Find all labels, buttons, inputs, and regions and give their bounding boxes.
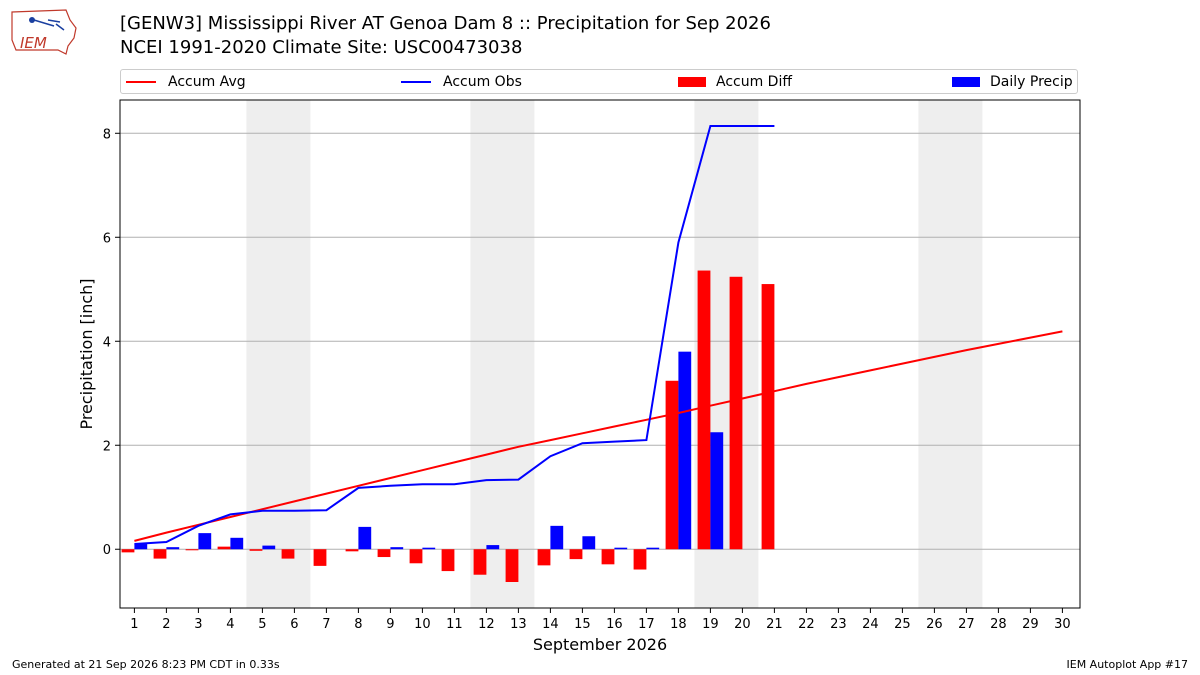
x-tick-label-11: 11: [446, 617, 463, 632]
accum-diff-bar-day-6: [281, 549, 295, 559]
accum-diff-bar-day-16: [601, 549, 615, 565]
x-tick-label-28: 28: [990, 617, 1007, 632]
logo-text: IEM: [20, 34, 47, 52]
accum-diff-bar-day-1: [121, 549, 135, 553]
legend-label-accum-obs: Accum Obs: [443, 74, 522, 90]
accum-diff-bar-day-11: [441, 549, 455, 572]
footer-app-text: IEM Autoplot App #17: [1066, 658, 1189, 671]
legend-swatch-accum-diff: [678, 77, 706, 87]
x-tick-label-25: 25: [894, 617, 911, 632]
chart-legend: Accum Avg Accum Obs Accum Diff Daily Pre…: [120, 69, 1078, 94]
plot-frame: [119, 99, 1081, 609]
accum-diff-bar-day-2: [153, 549, 167, 559]
daily-precip-bar-day-8: [358, 526, 372, 550]
accum-diff-bar-day-14: [537, 549, 551, 566]
accum-diff-bar-day-20: [729, 276, 743, 550]
legend-label-accum-diff: Accum Diff: [716, 74, 793, 90]
x-tick-label-26: 26: [926, 617, 943, 632]
daily-precip-bar-day-2: [166, 547, 180, 550]
x-tick-label-20: 20: [734, 617, 751, 632]
x-tick-label-18: 18: [670, 617, 687, 632]
accum-diff-bar-day-18: [665, 380, 679, 550]
legend-label-accum-avg: Accum Avg: [168, 74, 246, 90]
daily-precip-bar-day-15: [582, 536, 596, 550]
x-tick-label-24: 24: [862, 617, 879, 632]
accum-diff-bar-day-8: [345, 549, 359, 552]
y-tick-label-8: 8: [103, 127, 111, 142]
daily-precip-bar-day-17: [646, 547, 660, 550]
accum-diff-bar-day-7: [313, 549, 327, 566]
accum-avg-line: [134, 330, 1063, 542]
daily-precip-bar-day-14: [550, 525, 564, 550]
chart-subtitle: NCEI 1991-2020 Climate Site: USC00473038: [120, 37, 523, 58]
x-axis-label: September 2026: [533, 635, 667, 654]
daily-precip-bar-day-1: [134, 544, 148, 550]
daily-precip-bar-day-9: [390, 547, 404, 550]
x-tick-label-5: 5: [258, 617, 266, 632]
x-tick-label-14: 14: [542, 617, 559, 632]
accum-diff-bar-day-12: [473, 549, 487, 575]
legend-item-accum-diff: Accum Diff: [678, 73, 792, 91]
x-tick-label-2: 2: [162, 617, 170, 632]
accum-diff-bar-day-10: [409, 549, 423, 564]
legend-item-accum-avg: Accum Avg: [126, 73, 246, 91]
y-tick-label-0: 0: [103, 543, 111, 558]
accum-diff-bar-day-21: [761, 284, 775, 550]
daily-precip-bar-day-10: [422, 547, 436, 550]
y-tick-label-4: 4: [103, 335, 111, 350]
accum-diff-bar-day-13: [505, 549, 519, 583]
x-tick-label-21: 21: [766, 617, 783, 632]
legend-swatch-accum-obs: [401, 81, 431, 83]
x-tick-label-23: 23: [830, 617, 847, 632]
x-tick-label-8: 8: [354, 617, 362, 632]
accum-diff-bar-day-17: [633, 549, 647, 570]
daily-precip-bar-day-12: [486, 545, 500, 550]
weekend-shade-0: [246, 100, 311, 608]
x-tick-label-6: 6: [290, 617, 298, 632]
x-tick-label-10: 10: [414, 617, 431, 632]
accum-diff-bar-day-5: [249, 549, 263, 551]
x-tick-label-29: 29: [1022, 617, 1039, 632]
daily-precip-bar-day-16: [614, 547, 628, 550]
weekend-shade-1: [470, 100, 535, 608]
x-tick-label-3: 3: [194, 617, 202, 632]
x-tick-label-16: 16: [606, 617, 623, 632]
iem-logo: IEM: [11, 9, 77, 55]
x-tick-label-13: 13: [510, 617, 527, 632]
legend-label-daily-precip: Daily Precip: [990, 74, 1073, 90]
chart-title: [GENW3] Mississippi River AT Genoa Dam 8…: [120, 13, 771, 34]
x-tick-label-17: 17: [638, 617, 655, 632]
footer-generated-text: Generated at 21 Sep 2026 8:23 PM CDT in …: [12, 658, 280, 671]
x-tick-label-19: 19: [702, 617, 719, 632]
accum-diff-bar-day-9: [377, 549, 391, 558]
daily-precip-bar-day-5: [262, 545, 276, 550]
x-tick-label-15: 15: [574, 617, 591, 632]
x-tick-label-4: 4: [226, 617, 234, 632]
legend-item-accum-obs: Accum Obs: [401, 73, 522, 91]
accum-diff-bar-day-4: [217, 546, 231, 550]
y-tick-label-2: 2: [103, 439, 111, 454]
legend-item-daily-precip: Daily Precip: [952, 73, 1073, 91]
accum-diff-bar-day-19: [697, 270, 711, 550]
x-tick-label-7: 7: [322, 617, 330, 632]
accum-diff-bar-day-15: [569, 549, 583, 560]
y-axis-label: Precipitation [inch]: [77, 278, 96, 429]
daily-precip-bar-day-19: [710, 432, 724, 550]
x-tick-label-12: 12: [478, 617, 495, 632]
legend-swatch-accum-avg: [126, 81, 156, 83]
daily-precip-bar-day-4: [230, 537, 244, 550]
x-tick-label-30: 30: [1054, 617, 1071, 632]
x-tick-label-22: 22: [798, 617, 815, 632]
legend-swatch-daily-precip: [952, 77, 980, 87]
x-tick-label-9: 9: [386, 617, 394, 632]
x-tick-label-27: 27: [958, 617, 975, 632]
x-tick-label-1: 1: [130, 617, 138, 632]
y-tick-label-6: 6: [103, 231, 111, 246]
accum-obs-line: [134, 125, 775, 545]
daily-precip-bar-day-18: [678, 351, 692, 550]
accum-diff-bar-day-3: [185, 549, 199, 551]
daily-precip-bar-day-3: [198, 533, 212, 550]
